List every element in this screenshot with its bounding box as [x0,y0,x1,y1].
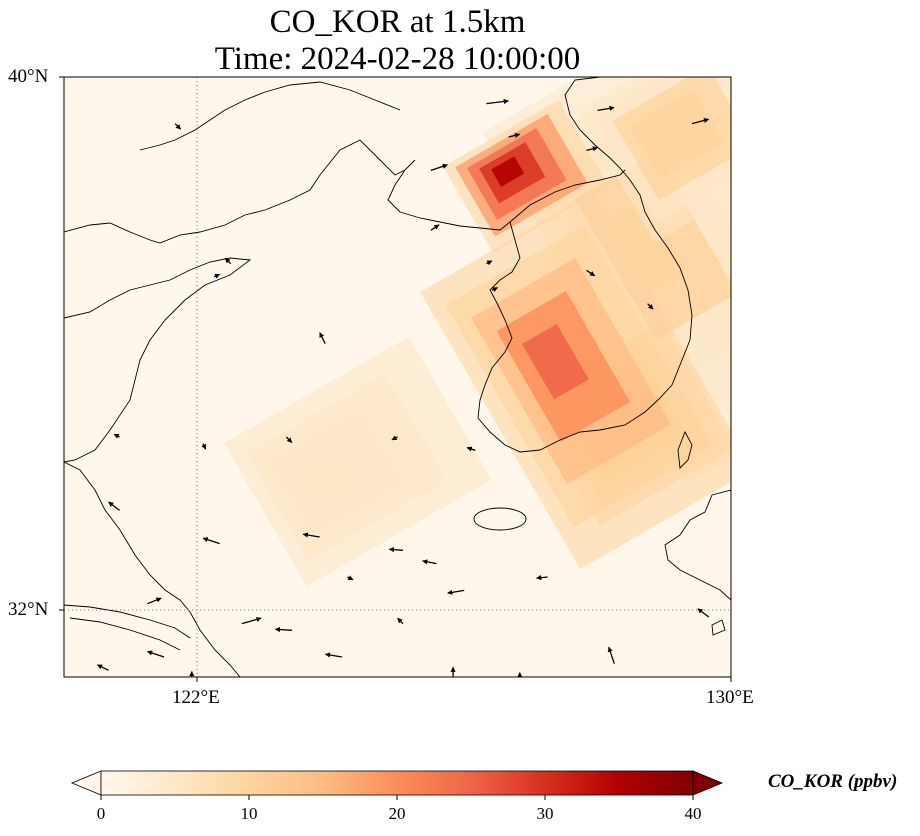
wind-arrow [388,547,404,553]
yellow-sea-plume-band [291,446,359,510]
wind-arrow [113,433,120,439]
wind-arrow [703,729,714,737]
colorbar [70,770,724,800]
wind-arrow [697,608,710,618]
korea-east-coastline [564,77,693,386]
co-concentration-field [201,77,731,613]
china-coastline [64,139,416,244]
wind-arrow [430,163,448,171]
wind-arrow [466,446,476,452]
wind-vectors [70,98,714,750]
wind-arrow [201,443,207,450]
wind-arrow [97,664,109,671]
lat-label-40n: 40°N [8,66,49,87]
wind-arrow [375,708,381,711]
wind-arrow [108,501,120,511]
wind-arrow [637,709,648,717]
wind-arrow [213,273,221,279]
wind-arrow [202,537,220,545]
wind-arrow [397,617,404,625]
wind-arrow [607,646,615,664]
wind-arrow [503,714,514,731]
wind-arrow [285,436,293,443]
korea-west-coastline [477,221,673,453]
yangtze-estuary [64,604,191,651]
wind-arrow [422,559,437,565]
wind-arrow [491,287,498,293]
colorbar-tick-label: 20 [388,804,406,823]
wind-arrow [319,332,326,344]
map-title-line-2: Time: 2024-02-28 10:00:00 [214,41,581,77]
lon-label-122e: 122°E [172,687,220,708]
gridlines [64,77,731,677]
colorbar-extend-min [70,770,102,796]
wind-arrow [147,650,165,658]
wind-arrow [536,575,548,581]
coastlines [64,77,731,677]
kyushu-islet [711,619,726,636]
lat-label-32n: 32°N [8,599,49,620]
map-title-line-1: CO_KOR at 1.5km [269,4,526,40]
wind-arrow [430,224,440,231]
wind-arrow [486,98,509,105]
wind-arrow [147,597,162,605]
colorbar-label: CO_KOR (ppbv) [768,771,898,792]
wind-arrow [691,117,710,125]
colorbar-gradient [101,771,693,795]
pyongyang-plume-band [491,156,525,187]
wind-arrow [597,105,615,111]
tsushima-island [677,430,693,469]
wind-arrow [586,146,598,152]
colorbar-extend-max [692,770,724,796]
wind-arrow [626,681,637,698]
wind-arrow [274,626,292,633]
wind-arrow [447,589,465,595]
wind-arrow [224,257,232,265]
lon-label-130e: 130°E [706,687,754,708]
bohai-coastline [139,81,401,151]
wind-arrow [70,739,76,750]
wind-arrow [324,652,343,658]
colorbar-tick-label: 10 [240,804,258,823]
wind-arrow [174,123,182,130]
shandong-coastline [64,257,252,463]
colorbar-tick-label: 30 [536,804,554,823]
jiangsu-coastline [64,461,241,677]
jeju-island [473,507,527,531]
wind-arrow [241,616,262,625]
kyushu-coastline [664,489,731,601]
korea-border [509,169,626,223]
colorbar-tick-label: 0 [96,804,106,823]
northeast-plume-band [647,113,695,159]
wind-arrow [508,132,521,138]
colorbar-tick-label: 40 [684,804,702,823]
wind-arrow [486,260,493,266]
wind-arrow [347,575,354,581]
wind-arrow [391,435,398,441]
wind-arrow [592,707,603,724]
central-korea-plume-band [522,323,589,400]
axis-ticks [59,76,732,682]
map-frame [63,76,732,678]
wind-arrow [302,532,320,538]
liaodong-coast [387,169,511,231]
wind-arrow [647,303,654,310]
wind-arrow [586,269,596,277]
korea-background-band [605,198,687,292]
